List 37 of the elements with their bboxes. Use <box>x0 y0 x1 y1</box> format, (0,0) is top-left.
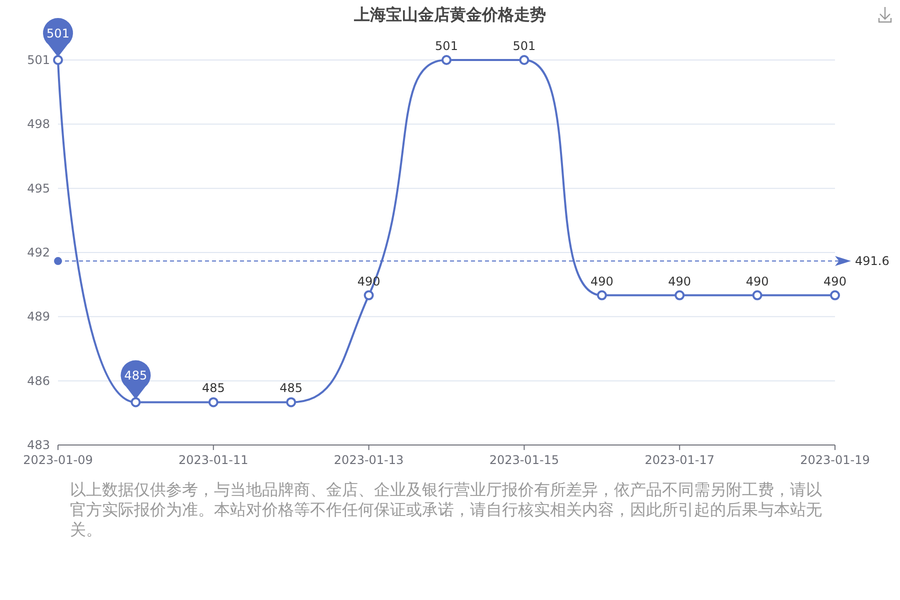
data-label: 501 <box>435 39 458 53</box>
x-tick-label: 2023-01-09 <box>23 453 93 467</box>
y-tick-label: 501 <box>27 53 50 67</box>
data-label: 490 <box>824 274 846 288</box>
point <box>519 55 530 65</box>
point <box>442 55 452 65</box>
text: 以上数据仅供参考，与当地品牌商、金店、企业及银行营业厅报价有所差异，依产品不同需另附工费，请以官方实际报价为准。本站对价格等不作任何保证或承诺，请自行核实相关内容，因此所引起的后果与本站无关。 <box>70 480 823 540</box>
data-label: 485 <box>202 381 225 396</box>
x-tick-label: 2023-01-15 <box>489 453 560 467</box>
point <box>364 290 374 300</box>
y-tick-label: 486 <box>27 374 50 388</box>
point <box>596 290 607 300</box>
y-tick-label: 492 <box>27 246 50 260</box>
point <box>830 290 840 300</box>
data-label: 490 <box>668 274 692 288</box>
point <box>286 397 296 408</box>
x-tick-label: 2023-01-13 <box>334 453 404 467</box>
point <box>674 290 685 300</box>
y-tick-label: 498 <box>27 117 50 132</box>
annotation: 485 <box>124 368 148 383</box>
data-label: 490 <box>590 274 614 288</box>
point <box>53 55 63 65</box>
x-tick-label: 2023-01-19 <box>800 453 870 467</box>
ref-line-label: 491.6 <box>855 254 890 268</box>
x-tick-label: 2023-01-11 <box>178 453 248 467</box>
data-label: 485 <box>280 381 303 396</box>
point <box>208 397 218 408</box>
y-tick-label: 483 <box>27 438 50 452</box>
point <box>752 290 762 300</box>
chart-title: 上海宝山金店黄金价格走势 <box>353 5 546 24</box>
x-tick-label: 2023-01-17 <box>644 453 714 467</box>
y-tick-label: 495 <box>27 181 50 196</box>
annotation: 501 <box>46 26 70 40</box>
point <box>130 397 141 408</box>
y-tick-label: 489 <box>27 310 50 324</box>
data-label: 501 <box>512 39 536 53</box>
data-label: 490 <box>746 274 769 288</box>
